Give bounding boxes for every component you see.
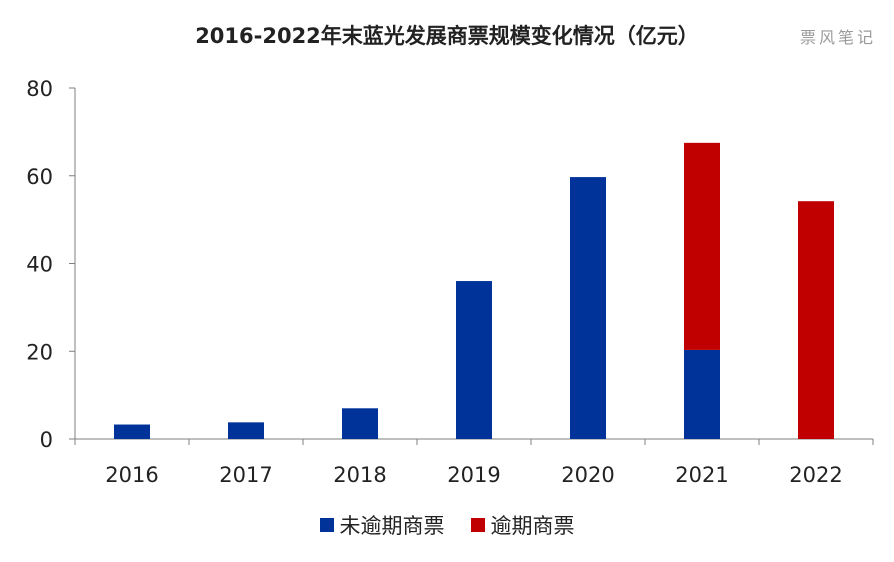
legend-item-series-0: 未逾期商票 bbox=[319, 510, 445, 540]
watermark: 票风笔记 bbox=[799, 28, 876, 47]
plot-area: 0 20 40 60 80 2016 2017 2018 2019 2020 2021 2022 bbox=[26, 77, 874, 487]
y-tick-label: 0 bbox=[40, 428, 53, 452]
x-tick-label: 2022 bbox=[789, 463, 842, 487]
bar-series-0 bbox=[684, 349, 720, 439]
bar-series-0 bbox=[114, 424, 150, 439]
legend-label-series-0: 未逾期商票 bbox=[339, 514, 445, 538]
x-tick-label: 2019 bbox=[447, 463, 500, 487]
bar-series-1 bbox=[798, 201, 834, 439]
chart-title: 2016-2022年末蓝光发展商票规模变化情况（亿元） bbox=[195, 24, 699, 48]
x-tick-label: 2017 bbox=[219, 463, 272, 487]
bar-series-0 bbox=[228, 422, 264, 439]
bar-series-0 bbox=[342, 408, 378, 439]
y-tick-label: 20 bbox=[26, 340, 53, 364]
legend-item-series-1: 逾期商票 bbox=[470, 510, 575, 540]
bar-series-0 bbox=[456, 281, 492, 439]
y-tick-label: 40 bbox=[26, 253, 53, 277]
bar-series-0 bbox=[570, 177, 606, 439]
x-tick-label: 2016 bbox=[105, 463, 158, 487]
legend-swatch-series-0 bbox=[319, 518, 334, 532]
legend-label-series-1: 逾期商票 bbox=[490, 514, 575, 538]
legend: 未逾期商票 逾期商票 bbox=[0, 510, 894, 540]
y-tick-label: 80 bbox=[26, 77, 53, 101]
x-tick-label: 2020 bbox=[561, 463, 614, 487]
x-tick-label: 2021 bbox=[675, 463, 728, 487]
bar-series-1 bbox=[684, 142, 720, 350]
y-tick-label: 60 bbox=[26, 165, 53, 189]
legend-swatch-series-1 bbox=[470, 518, 485, 532]
x-tick-label: 2018 bbox=[333, 463, 386, 487]
